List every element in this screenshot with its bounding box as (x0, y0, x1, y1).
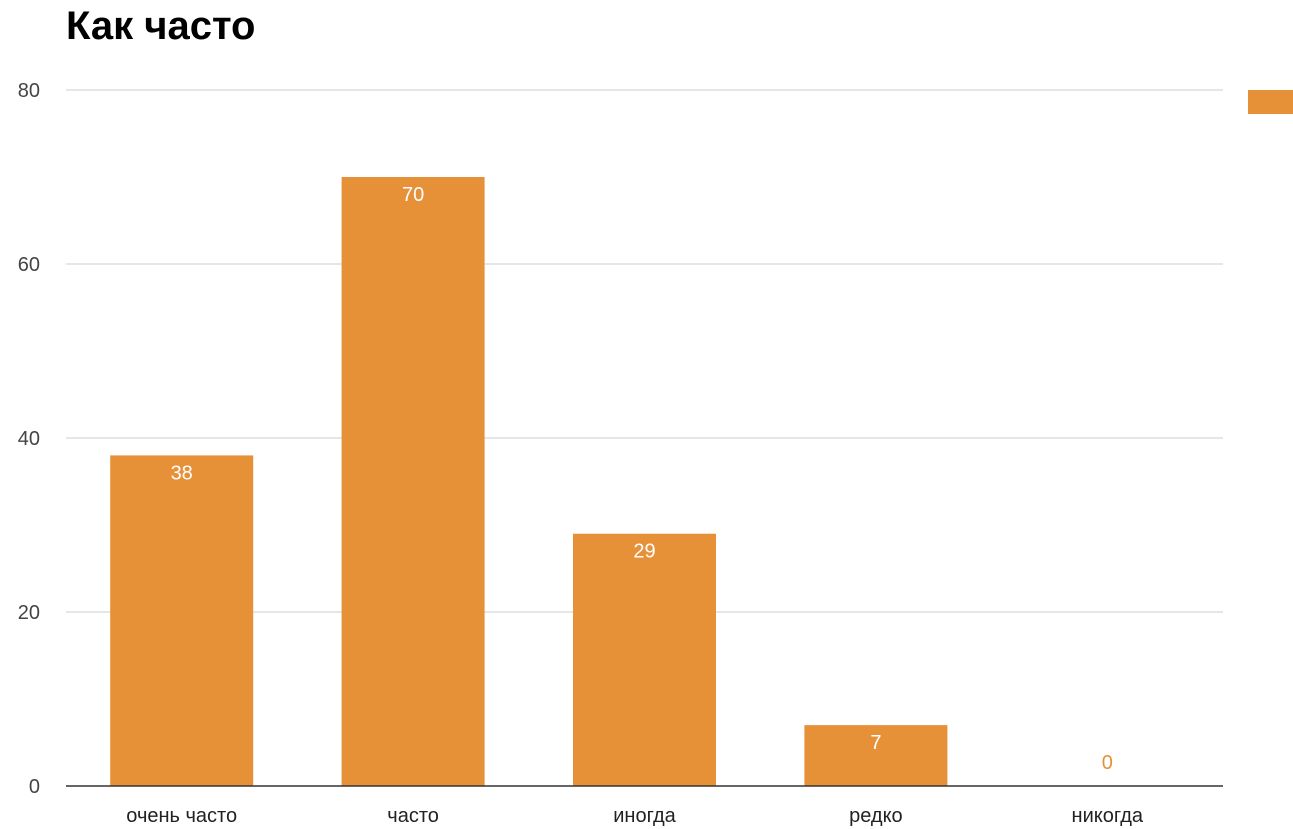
x-category-label: редко (849, 805, 903, 827)
x-axis-categories: очень часто часто иногда редко никогда (126, 805, 1144, 827)
data-label: 29 (633, 541, 655, 563)
bar (804, 725, 948, 786)
y-tick-label: 40 (18, 428, 40, 450)
x-category-label: очень часто (126, 805, 237, 827)
bar (110, 455, 254, 786)
bars (110, 177, 948, 786)
x-category-label: иногда (613, 805, 676, 827)
y-tick-label: 80 (18, 80, 40, 102)
data-label: 70 (402, 184, 424, 206)
y-tick-label: 0 (29, 776, 40, 798)
y-axis-ticks: 0 20 40 60 80 (18, 80, 40, 798)
bar (573, 533, 716, 786)
gridlines (66, 89, 1223, 613)
bar (341, 177, 485, 786)
data-label: 0 (1102, 752, 1113, 774)
x-category-label: часто (387, 805, 439, 827)
chart-title: Как часто (66, 4, 256, 48)
y-tick-label: 20 (18, 602, 40, 624)
x-category-label: никогда (1072, 805, 1144, 827)
legend-swatch (1248, 90, 1293, 114)
y-tick-label: 60 (18, 254, 40, 276)
data-label: 38 (171, 462, 193, 484)
data-label: 7 (870, 732, 881, 754)
